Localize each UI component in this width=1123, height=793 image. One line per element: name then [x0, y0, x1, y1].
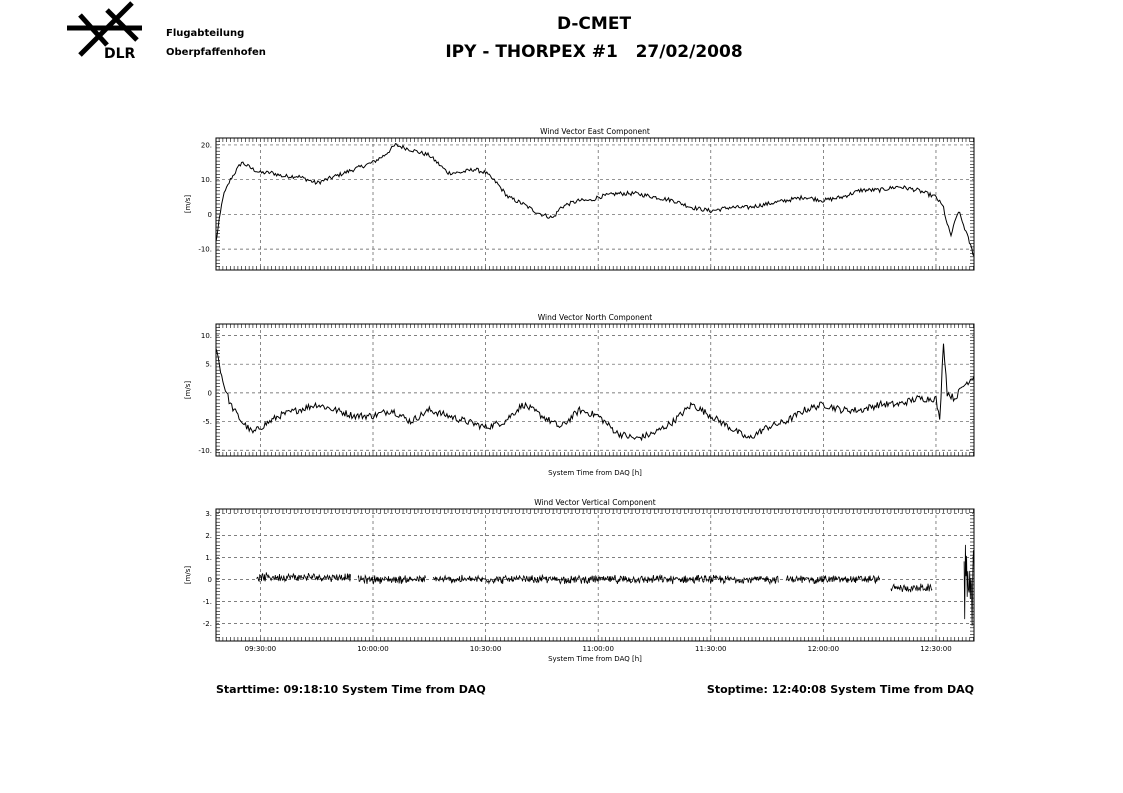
stop-time-label: Stoptime: 12:40:08 System Time from DAQ	[706, 683, 974, 696]
y-tick-label: -5.	[203, 418, 212, 426]
x-tick-label: 12:30:00	[920, 645, 951, 653]
y-tick-label: 10.	[201, 332, 212, 340]
y-tick-label: 0	[208, 576, 212, 584]
series-segment	[357, 574, 426, 585]
page-subtitle: IPY - THORPEX #1 27/02/2008	[445, 42, 743, 62]
y-tick-label: 3.	[205, 510, 212, 518]
y-tick-label: -10.	[198, 447, 212, 455]
x-tick-label: 10:00:00	[357, 645, 388, 653]
x-tick-label: 12:00:00	[808, 645, 839, 653]
y-tick-label: 0	[208, 389, 212, 397]
x-axis-label: System Time from DAQ [h]	[548, 655, 642, 663]
x-tick-label: 11:30:00	[695, 645, 726, 653]
series-segment	[890, 583, 933, 593]
series-segment	[785, 574, 881, 585]
chart-title: Wind Vector East Component	[540, 127, 650, 136]
chart-1: 20. 10. 0 -10. Wind Vector East Component [m/…	[184, 127, 975, 271]
series-line	[215, 343, 975, 442]
y-tick-label: 5.	[205, 361, 212, 369]
y-tick-label: 20.	[201, 141, 212, 149]
page-title: D-CMET	[556, 14, 632, 34]
org-line-1: Flugabteilung	[166, 28, 245, 39]
y-axis-label: [m/s]	[184, 566, 192, 585]
series-line	[215, 142, 975, 257]
plot-frame	[215, 508, 975, 642]
dlr-logo: DLR	[67, 1, 142, 60]
y-tick-label: 2.	[205, 532, 212, 540]
series-segment	[256, 572, 351, 583]
chart-title: Wind Vector Vertical Component	[534, 498, 656, 507]
y-tick-label: 0	[208, 211, 212, 219]
y-tick-label: 10.	[201, 176, 212, 184]
start-time-label: Starttime: 09:18:10 System Time from DAQ	[216, 683, 486, 696]
plot-frame	[215, 137, 975, 271]
x-tick-label: 10:30:00	[470, 645, 501, 653]
chart-title: Wind Vector North Component	[538, 313, 652, 322]
x-axis-label: System Time from DAQ [h]	[548, 469, 642, 477]
y-axis-label: [m/s]	[184, 381, 192, 400]
series-segment	[963, 544, 975, 626]
y-axis-label: [m/s]	[184, 195, 192, 214]
x-tick-label: 09:30:00	[245, 645, 276, 653]
y-tick-label: -1.	[203, 598, 212, 606]
y-tick-label: -2.	[203, 620, 212, 628]
org-line-2: Oberpfaffenhofen	[166, 47, 266, 58]
y-tick-label: 1.	[205, 554, 212, 562]
y-tick-label: -10.	[198, 246, 212, 254]
dlr-logo-text: DLR	[104, 46, 136, 60]
series-segment	[432, 573, 779, 586]
x-tick-label: 11:00:00	[582, 645, 613, 653]
chart-3: 3. 2. 1. 0 -1. -2. 09:30:00 10:00:00 10:30:00 11:…	[184, 498, 975, 663]
plot-frame	[215, 323, 975, 457]
chart-2: 10. 5. 0 -5. -10. Wind Vector North Component…	[184, 313, 975, 477]
